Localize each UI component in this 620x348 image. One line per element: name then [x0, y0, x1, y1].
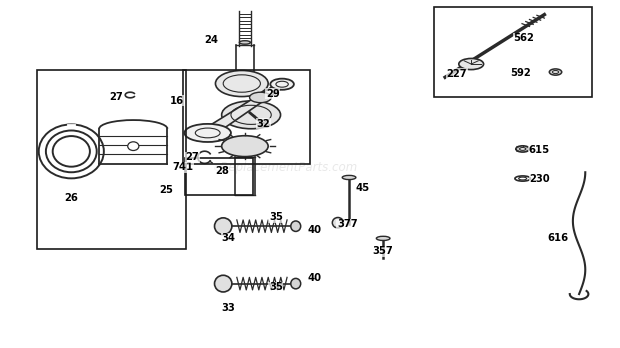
Text: 32: 32 [257, 119, 270, 128]
Bar [37, 70, 186, 249]
Ellipse shape [549, 69, 562, 75]
Ellipse shape [516, 146, 529, 152]
Ellipse shape [291, 221, 301, 231]
Text: 377: 377 [337, 220, 358, 229]
Text: 615: 615 [529, 145, 550, 155]
Text: 357: 357 [373, 246, 394, 256]
Bar [185, 158, 253, 195]
Text: 25: 25 [159, 185, 173, 195]
Text: 40: 40 [308, 274, 322, 283]
Text: 616: 616 [547, 234, 569, 243]
Ellipse shape [216, 70, 268, 96]
Text: 27: 27 [185, 152, 199, 162]
Text: 26: 26 [64, 193, 78, 203]
Ellipse shape [260, 123, 270, 127]
Ellipse shape [215, 275, 232, 292]
Text: eReplacementParts.com: eReplacementParts.com [213, 160, 357, 174]
Text: 592: 592 [510, 68, 531, 78]
Text: 24: 24 [204, 35, 218, 45]
Text: 35: 35 [269, 282, 283, 292]
Text: 27: 27 [110, 93, 123, 102]
Ellipse shape [222, 136, 268, 157]
Text: 741: 741 [172, 162, 193, 172]
Ellipse shape [270, 79, 294, 90]
Text: 45: 45 [356, 183, 370, 193]
Text: 33: 33 [221, 303, 235, 313]
Text: 35: 35 [269, 213, 283, 222]
Bar [434, 7, 592, 97]
Text: 227: 227 [446, 69, 467, 79]
Ellipse shape [520, 148, 526, 150]
Bar [183, 70, 310, 164]
Ellipse shape [128, 142, 139, 151]
Text: 16: 16 [170, 96, 184, 106]
Text: 34: 34 [221, 234, 235, 243]
Ellipse shape [239, 41, 250, 44]
Ellipse shape [185, 124, 231, 142]
Ellipse shape [291, 278, 301, 289]
Ellipse shape [376, 236, 390, 240]
Ellipse shape [342, 175, 356, 180]
Ellipse shape [250, 92, 272, 103]
Text: 230: 230 [529, 174, 550, 184]
Text: 40: 40 [308, 225, 322, 235]
Polygon shape [202, 82, 285, 136]
Text: 562: 562 [513, 33, 534, 43]
Text: 28: 28 [215, 166, 229, 175]
Text: 29: 29 [266, 89, 280, 99]
Ellipse shape [222, 101, 280, 129]
Ellipse shape [459, 58, 484, 70]
Ellipse shape [215, 218, 232, 235]
Ellipse shape [332, 218, 343, 228]
